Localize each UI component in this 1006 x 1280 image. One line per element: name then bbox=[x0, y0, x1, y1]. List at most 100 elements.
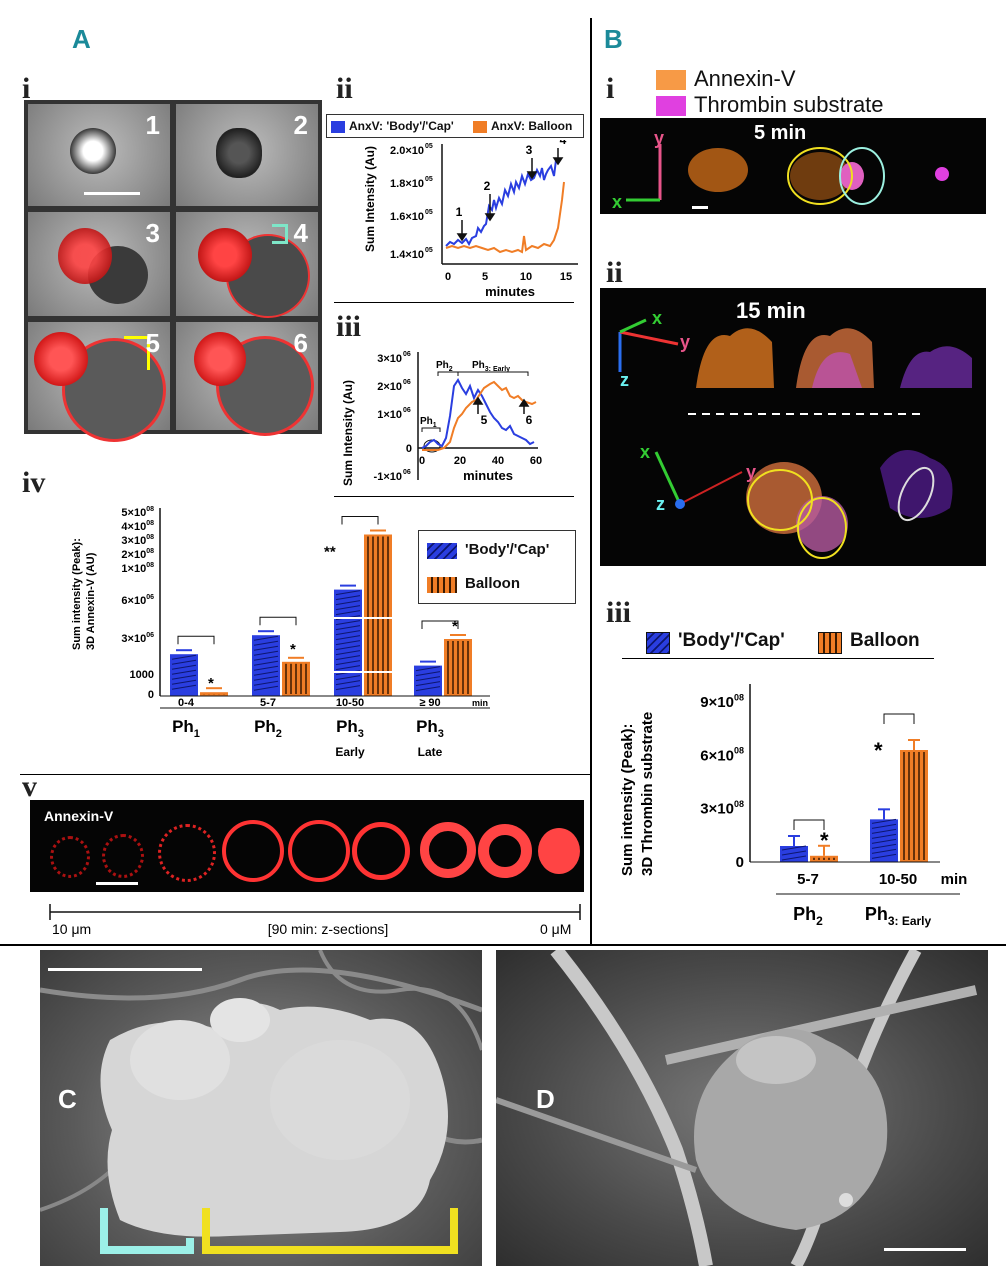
phase-label: Ph3: Early bbox=[865, 904, 932, 928]
sem-image-c: C bbox=[40, 950, 482, 1266]
bii-axis-y: y bbox=[746, 462, 756, 482]
aii-arrows bbox=[456, 148, 564, 242]
bi-axis-x: x bbox=[612, 192, 622, 212]
sub-label-aii: ii bbox=[336, 72, 353, 105]
significance-bracket bbox=[793, 819, 825, 830]
category-label: 10-50 bbox=[336, 697, 364, 709]
bar-body bbox=[252, 635, 280, 696]
legend-swatch-body bbox=[646, 632, 670, 654]
aii-xtick: 15 bbox=[560, 271, 572, 283]
aiii-arrow-label: 5 bbox=[481, 413, 488, 427]
legend-swatch-balloon bbox=[427, 577, 457, 593]
y-tick-label: 3×1006 bbox=[121, 632, 154, 645]
legend-swatch-balloon bbox=[473, 121, 487, 133]
legend-label-balloon: AnxV: Balloon bbox=[491, 119, 573, 133]
biii-ylabel-line2: 3D Thrombin substrate bbox=[639, 712, 656, 876]
phase-note: Early bbox=[335, 745, 365, 759]
category-label: 5-7 bbox=[797, 871, 819, 888]
aii-divider bbox=[334, 302, 574, 303]
annexin-z-sections: Annexin-V bbox=[30, 800, 584, 892]
y-tick-label: 6×1008 bbox=[700, 746, 744, 765]
cell-thrombin-3d bbox=[880, 450, 953, 518]
aii-legend: AnxV: 'Body'/'Cap' AnxV: Balloon bbox=[326, 114, 584, 138]
bii-axis-z: z bbox=[656, 494, 665, 514]
biii-bar-chart: Sum intensity (Peak): 3D Thrombin substr… bbox=[619, 684, 968, 928]
bracket-marker bbox=[272, 224, 288, 244]
phase-note: Late bbox=[418, 745, 443, 759]
horizontal-divider bbox=[0, 944, 1006, 946]
aiii-arrows bbox=[472, 396, 530, 414]
significance-marker: * bbox=[874, 738, 883, 763]
z-section bbox=[50, 836, 90, 878]
y-tick-label: 2×1008 bbox=[121, 548, 154, 561]
cell-annexin bbox=[688, 148, 748, 192]
cell-image-5: 5 bbox=[26, 320, 172, 442]
cell-image-2: 2 bbox=[174, 102, 320, 208]
aii-xlabel: minutes bbox=[485, 284, 535, 299]
aiii-ytick: 2×10 bbox=[377, 381, 402, 393]
z-section bbox=[478, 824, 532, 878]
phase-label: Ph2 bbox=[793, 904, 823, 928]
aiii-divider bbox=[334, 496, 574, 497]
cell-thrombin-3d bbox=[900, 346, 972, 388]
aii-ytick-exp: 05 bbox=[425, 143, 433, 150]
significance-bracket bbox=[177, 635, 215, 645]
panel-label-d: D bbox=[536, 1084, 555, 1114]
sub-label-ai: i bbox=[22, 72, 31, 105]
aiii-xtick: 20 bbox=[454, 455, 466, 467]
aii-ytick: 1.4×10 bbox=[390, 249, 424, 261]
aii-ytick: 2.0×10 bbox=[390, 145, 424, 157]
aiii-xlabel: minutes bbox=[463, 468, 513, 483]
aiii-ytick-exp: 06 bbox=[403, 351, 411, 358]
legend-label-balloon: Balloon bbox=[465, 575, 520, 592]
z-section bbox=[420, 822, 476, 878]
aiii-phase-brackets bbox=[421, 371, 529, 453]
sub-label-aiv: iv bbox=[22, 466, 46, 499]
z-section bbox=[538, 828, 580, 874]
legend-label-body: 'Body'/'Cap' bbox=[465, 541, 550, 558]
cell-annexin bbox=[790, 152, 850, 200]
unit-label: min bbox=[941, 871, 968, 888]
legend-label-balloon: Balloon bbox=[850, 630, 920, 651]
sem-image-d: D bbox=[496, 950, 988, 1266]
av-label: Annexin-V bbox=[44, 808, 114, 824]
bracket-cap bbox=[100, 1208, 194, 1254]
phase-label: Ph3 bbox=[336, 717, 364, 740]
bii-time-label: 15 min bbox=[736, 298, 806, 323]
y-tick-label: 3×1008 bbox=[121, 534, 154, 547]
aii-arrow-label: 4 bbox=[560, 140, 567, 147]
aiii-ytick-exp: 06 bbox=[403, 379, 411, 386]
category-label: 10-50 bbox=[879, 871, 917, 888]
aii-ytick: 1.6×10 bbox=[390, 211, 424, 223]
legend-swatch-annexin bbox=[656, 70, 686, 90]
bii-axis-x: x bbox=[652, 308, 662, 328]
bi-fluorescence-panel: 5 min y x bbox=[600, 118, 986, 214]
category-label: 5-7 bbox=[260, 697, 276, 709]
scale-bar bbox=[692, 206, 708, 209]
biii-legend-rule bbox=[622, 658, 934, 659]
aiii-phase-2: Ph2 bbox=[436, 360, 453, 373]
y-tick-label: 3×1008 bbox=[700, 799, 744, 818]
bii-axis-x: x bbox=[640, 442, 650, 462]
y-tick-label: 1000 bbox=[130, 669, 154, 681]
scale-bar bbox=[884, 1248, 966, 1251]
significance-bracket bbox=[341, 516, 379, 525]
significance-marker: * bbox=[208, 675, 214, 692]
aii-arrow-label: 2 bbox=[484, 179, 491, 193]
highlight-ellipse-cyan bbox=[839, 147, 885, 205]
y-tick-label: 9×1008 bbox=[700, 692, 744, 711]
significance-bracket bbox=[259, 616, 297, 626]
y-tick-label: 0 bbox=[148, 689, 154, 701]
av-divider bbox=[20, 774, 590, 775]
z-section bbox=[288, 820, 350, 882]
aii-series-balloon bbox=[445, 181, 565, 254]
aiii-line-chart: Sum Intensity (Au) 3×10 2×10 1×10 0 -1×1… bbox=[341, 351, 542, 486]
phase-label: Ph3 bbox=[416, 717, 444, 740]
bar-body bbox=[780, 846, 808, 862]
significance-marker: * bbox=[820, 828, 829, 853]
aiii-ytick-exp: 06 bbox=[403, 469, 411, 476]
aiii-arrow-label: 6 bbox=[526, 413, 533, 427]
significance-marker: * bbox=[452, 618, 458, 635]
sub-label-bii: ii bbox=[606, 256, 623, 289]
cell-thrombin-3d bbox=[812, 352, 862, 388]
